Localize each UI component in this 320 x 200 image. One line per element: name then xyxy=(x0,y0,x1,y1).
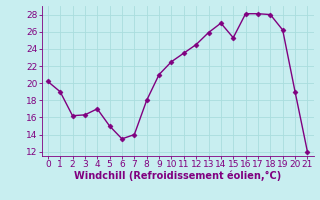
X-axis label: Windchill (Refroidissement éolien,°C): Windchill (Refroidissement éolien,°C) xyxy=(74,171,281,181)
